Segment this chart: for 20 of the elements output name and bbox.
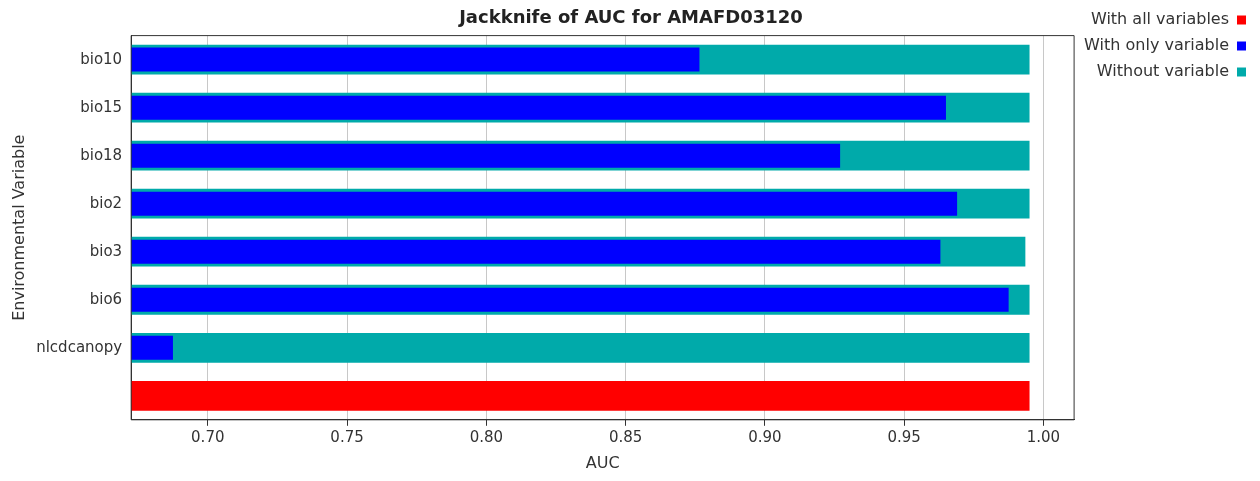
y-tick-label: bio10	[80, 49, 123, 68]
legend-label: With only variable	[1084, 35, 1229, 55]
y-tick-label: nlcdcanopy	[36, 337, 123, 356]
y-axis-title: Environmental Variable	[8, 134, 28, 321]
y-tick-label: bio2	[89, 193, 123, 212]
y-tick-label: bio6	[89, 289, 123, 308]
chart-title: Jackknife of AUC for AMAFD03120	[457, 6, 803, 28]
x-tick-label: 1.00	[1026, 427, 1061, 446]
x-tick-label: 0.95	[887, 427, 921, 446]
x-tick-label: 0.80	[469, 427, 504, 446]
y-tick-label: bio18	[80, 145, 123, 164]
legend-label: With all variables	[1090, 9, 1229, 29]
legend-label: Without variable	[1096, 61, 1229, 81]
x-tick-label: 0.90	[748, 427, 782, 446]
x-axis-title: AUC	[585, 452, 620, 472]
x-tick-label: 0.70	[191, 427, 225, 446]
x-tick-label: 0.85	[608, 427, 643, 446]
y-tick-label: bio15	[80, 97, 123, 116]
x-tick-label: 0.75	[330, 427, 364, 446]
y-tick-label: bio3	[89, 241, 123, 260]
